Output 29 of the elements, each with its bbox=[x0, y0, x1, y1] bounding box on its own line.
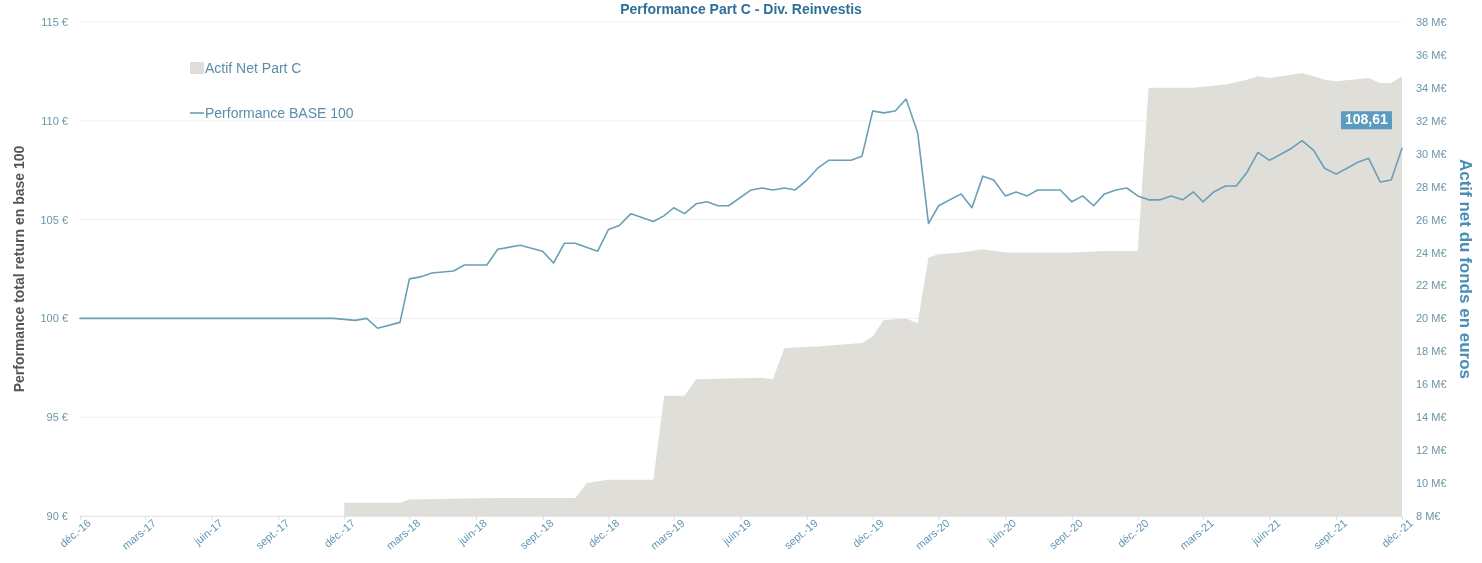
y2-tick-label: 16 M€ bbox=[1416, 378, 1447, 391]
y-tick-label: 110 € bbox=[41, 114, 68, 127]
y2-tick-label: 38 M€ bbox=[1416, 16, 1447, 29]
y2-tick-label: 28 M€ bbox=[1416, 180, 1447, 193]
y-tick-label: 115 € bbox=[41, 16, 68, 29]
y-tick-label: 90 € bbox=[46, 510, 68, 523]
y2-tick-label: 18 M€ bbox=[1416, 345, 1447, 358]
y2-tick-label: 26 M€ bbox=[1416, 213, 1447, 226]
legend-label: Actif Net Part C bbox=[205, 60, 302, 76]
legend-label: Performance BASE 100 bbox=[205, 105, 354, 121]
y2-tick-label: 10 M€ bbox=[1416, 477, 1447, 490]
y2-tick-label: 20 M€ bbox=[1416, 312, 1447, 325]
y2-axis-title: Actif net du fonds en euros bbox=[1456, 158, 1475, 380]
y-tick-label: 100 € bbox=[40, 312, 68, 325]
y2-tick-label: 24 M€ bbox=[1416, 246, 1447, 259]
line-series bbox=[79, 98, 1403, 330]
y2-tick-label: 22 M€ bbox=[1416, 279, 1447, 292]
y2-tick-label: 36 M€ bbox=[1416, 48, 1447, 61]
y-axis-title: Performance total return en base 100 bbox=[11, 145, 27, 393]
chart-title: Performance Part C - Div. Reinvestis bbox=[620, 1, 863, 17]
annotation: 108,61 bbox=[1344, 111, 1388, 128]
y2-tick-label: 30 M€ bbox=[1416, 147, 1447, 160]
y2-tick-label: 12 M€ bbox=[1416, 444, 1447, 457]
y2-tick-label: 32 M€ bbox=[1416, 114, 1447, 127]
y2-tick-label: 14 M€ bbox=[1416, 411, 1447, 424]
y-tick-label: 95 € bbox=[46, 411, 68, 424]
y2-tick-label: 8 M€ bbox=[1416, 510, 1441, 523]
y2-tick-label: 34 M€ bbox=[1416, 81, 1447, 94]
y-tick-label: 105 € bbox=[40, 213, 68, 226]
